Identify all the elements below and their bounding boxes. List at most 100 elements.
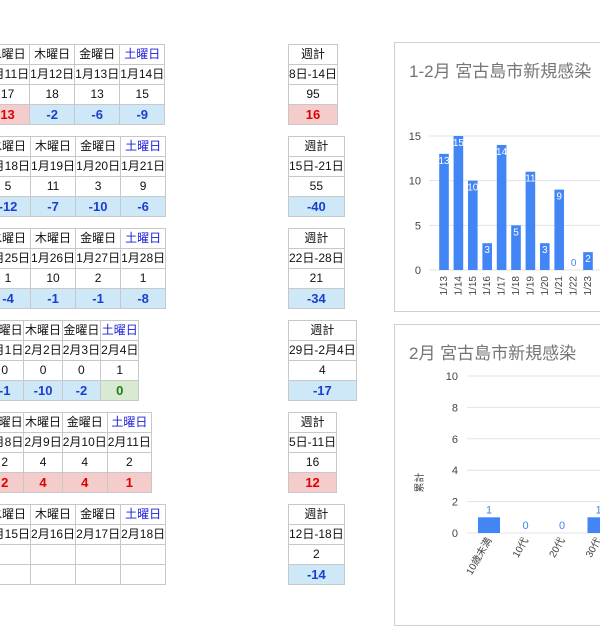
diff-cell — [0, 565, 31, 585]
diff-cell: -1 — [0, 381, 24, 401]
count-cell: 0 — [24, 361, 62, 381]
summary-range: 29日-2月4日 — [289, 341, 357, 361]
table-row: 水曜日木曜日金曜日土曜日 — [0, 321, 139, 341]
diff-cell: -4 — [0, 289, 31, 309]
count-cell: 3 — [76, 177, 121, 197]
table-row: 水曜日木曜日金曜日土曜日 — [0, 45, 165, 65]
x-tick-label: 1/15 — [468, 276, 479, 296]
table-row: 16 — [289, 105, 338, 125]
count-cell: 4 — [24, 453, 62, 473]
diff-cell: -6 — [75, 105, 120, 125]
table-row: 22日-28日 — [289, 249, 345, 269]
diff-cell: -1 — [31, 289, 76, 309]
diff-cell: -1 — [76, 289, 121, 309]
x-tick-label: 1/22 — [569, 276, 580, 296]
diff-cell: 0 — [101, 381, 139, 401]
summary-count: 16 — [289, 453, 337, 473]
date-cell: 1月18日 — [0, 157, 31, 177]
table-row: 1月25日1月26日1月27日1月28日 — [0, 249, 166, 269]
weekday-cell: 土曜日 — [121, 137, 166, 157]
y-tick-label: 8 — [452, 402, 458, 414]
diff-cell: -2 — [30, 105, 75, 125]
weekday-cell: 木曜日 — [24, 321, 62, 341]
table-row: 5日-11日 — [289, 433, 337, 453]
table-row: -40 — [289, 197, 345, 217]
date-cell: 1月11日 — [0, 65, 30, 85]
weekday-cell: 金曜日 — [76, 505, 121, 525]
y-axis-label: 累計 — [413, 473, 426, 493]
weekday-cell: 金曜日 — [62, 413, 107, 433]
count-cell: 0 — [62, 361, 100, 381]
table-row: -17 — [289, 381, 357, 401]
summary-range: 8日-14日 — [289, 65, 338, 85]
data-label: 14 — [496, 147, 508, 158]
weekday-cell: 木曜日 — [31, 137, 76, 157]
diff-cell: 13 — [0, 105, 30, 125]
weekday-cell: 土曜日 — [121, 229, 166, 249]
weekday-cell: 金曜日 — [76, 137, 121, 157]
diff-cell: 4 — [24, 473, 62, 493]
table-row: 週計 — [289, 229, 345, 249]
table-row: 週計 — [289, 45, 338, 65]
table-row — [0, 565, 166, 585]
week-table: 水曜日木曜日金曜日土曜日1月11日1月12日1月13日1月14日17181315… — [0, 44, 165, 125]
diff-cell: 2 — [0, 473, 24, 493]
date-cell: 2月2日 — [24, 341, 62, 361]
diff-cell: -7 — [31, 197, 76, 217]
bar — [454, 136, 464, 270]
table-row: -4-1-1-8 — [0, 289, 166, 309]
summary-diff: 16 — [289, 105, 338, 125]
daily-cases-chart: 051015131/13151/14101/1531/16141/1751/18… — [395, 43, 600, 311]
table-row: 2 — [289, 545, 345, 565]
diff-cell: -6 — [121, 197, 166, 217]
table-row: 水曜日木曜日金曜日土曜日 — [0, 229, 166, 249]
y-tick-label: 10 — [409, 176, 421, 188]
table-row: 1月11日1月12日1月13日1月14日 — [0, 65, 165, 85]
table-row: 週計 — [289, 505, 345, 525]
table-row: 15日-21日 — [289, 157, 345, 177]
diff-cell: -10 — [24, 381, 62, 401]
count-cell: 9 — [121, 177, 166, 197]
weekday-cell: 土曜日 — [120, 45, 165, 65]
diff-cell — [76, 565, 121, 585]
summary-label: 週計 — [289, 45, 338, 65]
x-tick-label: 1/19 — [525, 276, 536, 296]
date-cell: 1月25日 — [0, 249, 31, 269]
summary-label: 週計 — [289, 321, 357, 341]
diff-cell: 4 — [62, 473, 107, 493]
table-row: 週計 — [289, 413, 337, 433]
week-table: 水曜日木曜日金曜日土曜日1月25日1月26日1月27日1月28日11021-4-… — [0, 228, 166, 309]
table-row: 95 — [289, 85, 338, 105]
bar — [478, 517, 500, 533]
count-cell — [121, 545, 166, 565]
chart-panel-feb: 2月 宮古島市新規感染 0246810累計110歳未満010代020代130代 — [394, 324, 600, 626]
table-row: -12-7-10-6 — [0, 197, 166, 217]
date-cell: 2月15日 — [0, 525, 31, 545]
summary-diff: -34 — [289, 289, 345, 309]
diff-cell: -9 — [120, 105, 165, 125]
weekday-cell: 木曜日 — [24, 413, 62, 433]
diff-cell: -10 — [76, 197, 121, 217]
date-cell: 1月28日 — [121, 249, 166, 269]
table-row: 12 — [289, 473, 337, 493]
diff-cell: -2 — [62, 381, 100, 401]
y-tick-label: 6 — [452, 434, 458, 446]
table-row: 55 — [289, 177, 345, 197]
y-tick-label: 0 — [452, 528, 458, 540]
date-cell: 2月10日 — [62, 433, 107, 453]
y-tick-label: 10 — [446, 371, 458, 383]
table-row: -34 — [289, 289, 345, 309]
count-cell: 4 — [62, 453, 107, 473]
summary-count: 21 — [289, 269, 345, 289]
data-label: 15 — [453, 138, 465, 149]
week-table: 水曜日木曜日金曜日土曜日2月15日2月16日2月17日2月18日 — [0, 504, 166, 585]
weekday-cell: 土曜日 — [121, 505, 166, 525]
table-row — [0, 545, 166, 565]
y-tick-label: 0 — [415, 265, 421, 277]
summary-count: 95 — [289, 85, 338, 105]
data-label: 5 — [513, 227, 519, 238]
